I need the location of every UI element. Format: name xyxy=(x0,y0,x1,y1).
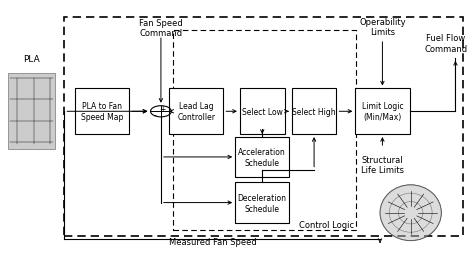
Text: Structural
Life Limits: Structural Life Limits xyxy=(361,155,404,174)
Bar xyxy=(8,74,55,150)
Text: Fuel Flow
Command: Fuel Flow Command xyxy=(424,34,467,53)
Bar xyxy=(235,183,289,223)
Text: Acceleration
Schedule: Acceleration Schedule xyxy=(238,147,286,167)
Text: PLA: PLA xyxy=(23,55,40,64)
Text: Lead Lag
Controller: Lead Lag Controller xyxy=(177,102,215,122)
Text: Select Low: Select Low xyxy=(242,107,283,116)
Bar xyxy=(235,137,289,178)
Bar xyxy=(169,89,223,135)
Text: Control Logic: Control Logic xyxy=(299,220,354,229)
Text: Select High: Select High xyxy=(292,107,336,116)
Bar xyxy=(75,89,129,135)
Ellipse shape xyxy=(380,185,441,241)
Text: Limit Logic
(Min/Max): Limit Logic (Min/Max) xyxy=(362,102,403,122)
Text: PLA to Fan
Speed Map: PLA to Fan Speed Map xyxy=(81,102,123,122)
Text: Operability
Limits: Operability Limits xyxy=(359,18,406,37)
Text: -: - xyxy=(154,110,156,119)
Text: Deceleration
Schedule: Deceleration Schedule xyxy=(238,193,287,213)
Text: Measured Fan Speed: Measured Fan Speed xyxy=(169,237,256,246)
Text: Fan Speed
Command: Fan Speed Command xyxy=(139,19,183,38)
Bar xyxy=(240,89,284,135)
Bar xyxy=(356,89,410,135)
Bar xyxy=(292,89,337,135)
Bar xyxy=(173,31,356,231)
Text: +: + xyxy=(159,104,166,113)
Bar xyxy=(64,18,463,236)
